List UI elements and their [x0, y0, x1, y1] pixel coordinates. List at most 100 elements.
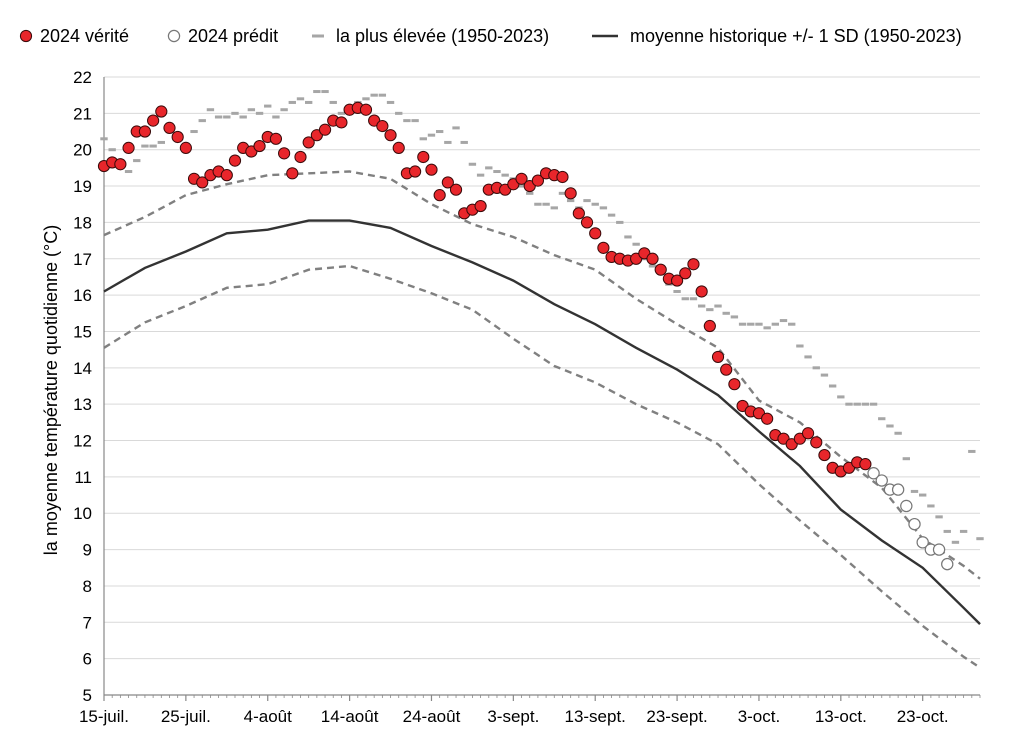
observed-point [155, 105, 168, 118]
x-tick-label: 23-sept. [646, 707, 707, 726]
observed-point [278, 147, 291, 160]
observed-point [122, 141, 135, 154]
observed-point [474, 199, 487, 213]
observed-point [449, 183, 463, 196]
y-tick-label: 16 [73, 286, 92, 305]
observed-point [392, 141, 405, 154]
x-tick-label: 4-août [244, 707, 292, 726]
observed-point [589, 227, 602, 240]
y-tick-label: 9 [83, 541, 92, 560]
observed-point [670, 274, 684, 287]
y-tick-label: 12 [73, 432, 92, 451]
observed-point [597, 241, 610, 254]
observed-point [302, 136, 315, 149]
observed-point [425, 163, 438, 176]
y-tick-label: 5 [83, 686, 92, 705]
y-tick-label: 14 [73, 359, 92, 378]
x-tick-labels: 15-juil. 25-juil. 4-août 14-août 24-août 3-se… [79, 707, 949, 726]
observed-point [687, 258, 700, 271]
observed-point [646, 252, 659, 265]
x-tick-label: 13-sept. [564, 707, 625, 726]
y-tick-label: 7 [83, 613, 92, 632]
x-tick-label: 14-août [321, 707, 379, 726]
observed-point [711, 350, 725, 364]
observed-point [220, 169, 233, 182]
observed-point [703, 319, 716, 333]
x-tick-label: 25-juil. [161, 707, 211, 726]
series-points [97, 90, 984, 571]
observed-point [572, 207, 585, 220]
predicted-point [891, 483, 905, 496]
observed-point [417, 150, 430, 164]
observed-point [376, 119, 389, 133]
observed-point [335, 116, 348, 129]
observed-point [801, 427, 815, 440]
observed-point [580, 216, 594, 229]
observed-point [810, 436, 823, 449]
y-tick-label: 18 [73, 213, 92, 232]
predicted-point [875, 474, 888, 487]
observed-point [147, 114, 160, 127]
predicted-point [941, 557, 954, 571]
x-tick-label: 23-oct. [897, 707, 949, 726]
legend-label-highest: la plus élevée (1950-2023) [336, 26, 549, 46]
y-tick-label: 21 [73, 104, 92, 123]
observed-point [138, 125, 152, 138]
y-tick-labels: 5 6 7 8 9 10 11 12 13 14 15 16 17 18 19 20 21 22 [73, 68, 92, 705]
observed-point [294, 150, 307, 164]
y-axis-title: la moyenne température quotidienne (°C) [41, 225, 61, 555]
x-tick-label: 3-oct. [738, 707, 781, 726]
y-tick-label: 20 [73, 141, 92, 160]
predicted-point [932, 543, 946, 556]
observed-point [433, 189, 446, 202]
observed-point [114, 158, 127, 171]
observed-point [163, 121, 176, 134]
observed-point [654, 263, 667, 276]
sd-lower-line [103, 264, 981, 669]
observed-point [286, 167, 299, 180]
y-tick-label: 11 [74, 468, 92, 487]
observed-point [728, 378, 741, 391]
y-tick-label: 17 [73, 250, 92, 269]
y-tick-label: 8 [83, 577, 92, 596]
legend-label-predicted: 2024 prédit [188, 26, 278, 46]
y-tick-label: 15 [73, 322, 92, 341]
observed-point [269, 132, 283, 145]
mean-line [103, 219, 981, 625]
axes [103, 77, 981, 701]
y-tick-label: 22 [73, 68, 92, 87]
observed-point [384, 129, 397, 142]
observed-point [171, 130, 184, 144]
observed-point [556, 170, 569, 184]
y-tick-label: 13 [73, 395, 92, 414]
x-tick-label: 13-oct. [815, 707, 867, 726]
legend-symbol-predicted [167, 29, 181, 43]
observed-point [531, 174, 545, 187]
predicted-point [900, 499, 913, 513]
gridlines [104, 76, 980, 660]
x-tick-label: 24-août [403, 707, 461, 726]
legend-symbol-observed [19, 29, 33, 43]
observed-point [409, 165, 422, 178]
legend-label-observed: 2024 vérité [40, 26, 129, 46]
predicted-point [908, 517, 921, 531]
observed-point [564, 187, 577, 200]
observed-point [679, 267, 692, 280]
observed-point [228, 154, 242, 167]
observed-point [196, 176, 209, 189]
observed-point [818, 448, 831, 462]
predicted-point [916, 536, 929, 549]
y-tick-label: 6 [83, 650, 92, 669]
x-tick-label: 3-sept. [487, 707, 539, 726]
observed-point [720, 363, 733, 376]
legend-label-mean: moyenne historique +/- 1 SD (1950-2023) [630, 26, 962, 46]
series-lines [103, 170, 981, 669]
observed-point [359, 103, 373, 116]
observed-point [253, 139, 266, 153]
observed-point [441, 176, 454, 189]
y-tick-label: 10 [73, 504, 92, 523]
observed-point [515, 172, 528, 185]
observed-point [761, 412, 774, 425]
observed-point [318, 123, 332, 136]
